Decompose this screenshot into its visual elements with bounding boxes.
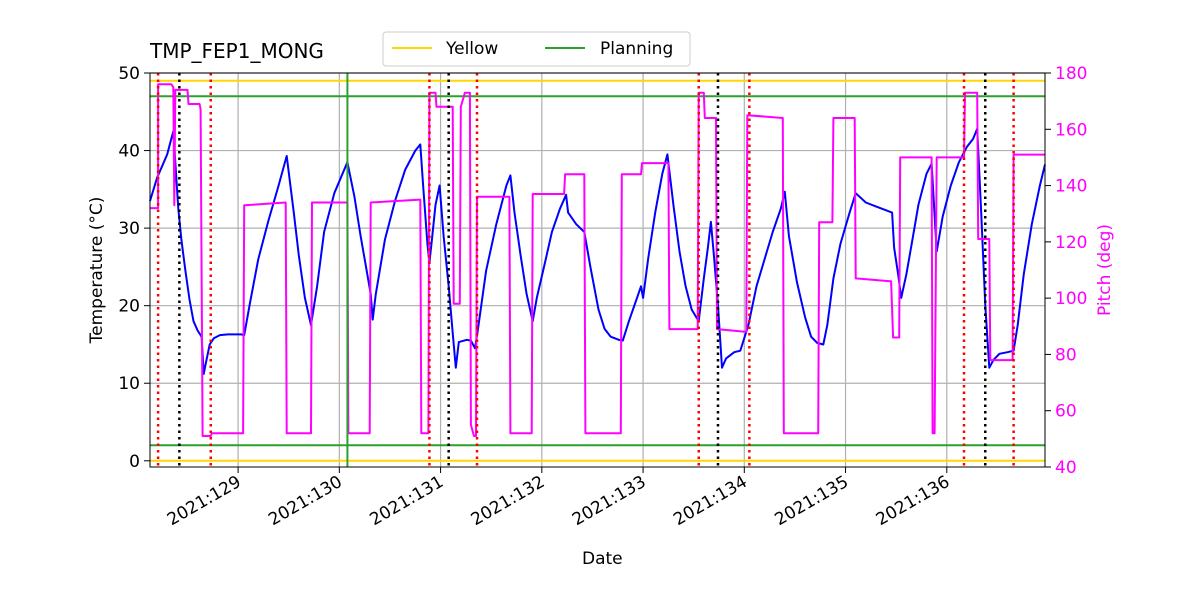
y-tick-label: 0 xyxy=(129,452,140,472)
y-tick-label: 50 xyxy=(118,64,140,84)
y-tick-label: 10 xyxy=(118,374,140,394)
y2-tick-label: 80 xyxy=(1055,345,1077,365)
y-tick-label: 40 xyxy=(118,142,140,162)
x-axis-title: Date xyxy=(582,549,623,569)
y-tick-label: 30 xyxy=(118,219,140,239)
chart-title: TMP_FEP1_MONG xyxy=(149,39,324,63)
y2-axis-title: Pitch (deg) xyxy=(1095,224,1115,316)
y2-tick-label: 120 xyxy=(1055,233,1087,253)
legend-box xyxy=(382,31,691,67)
y2-tick-label: 160 xyxy=(1055,120,1087,140)
y-tick-label: 20 xyxy=(118,297,140,317)
plot-frame xyxy=(149,72,1046,468)
y2-tick-label: 100 xyxy=(1055,289,1087,309)
y2-tick-label: 60 xyxy=(1055,402,1077,422)
series xyxy=(149,83,1046,437)
limit-lines xyxy=(150,79,1045,462)
y2-tick-label: 40 xyxy=(1055,458,1077,478)
series-line-temperature xyxy=(149,127,1046,375)
y2-tick-label: 180 xyxy=(1055,64,1087,84)
y2-tick-label: 140 xyxy=(1055,177,1087,197)
series-line-pitch xyxy=(150,83,1045,437)
legend-label-planning: Planning xyxy=(600,39,673,59)
event-lines xyxy=(156,73,1015,467)
legend-label-yellow: Yellow xyxy=(445,39,498,59)
y-axis-title: Temperature (°C) xyxy=(87,197,107,345)
legend: Yellow Planning xyxy=(382,31,691,67)
